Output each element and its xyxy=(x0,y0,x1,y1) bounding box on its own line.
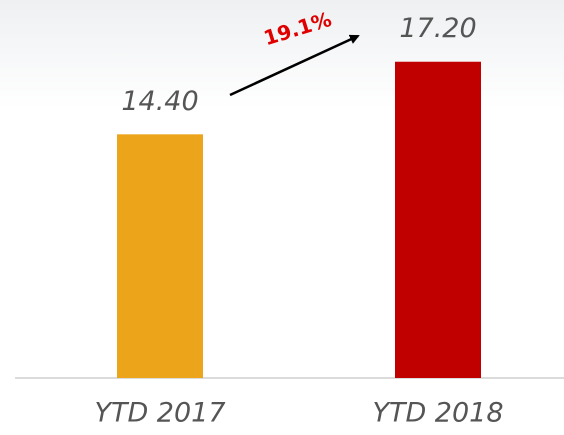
bar xyxy=(117,134,203,378)
x-tick-label: YTD 2017 xyxy=(94,398,225,429)
bar xyxy=(395,61,481,378)
value-label: 14.40 xyxy=(121,86,198,117)
growth-arrow xyxy=(229,34,360,97)
value-label: 17.20 xyxy=(399,13,476,44)
x-tick-label: YTD 2018 xyxy=(372,398,503,429)
